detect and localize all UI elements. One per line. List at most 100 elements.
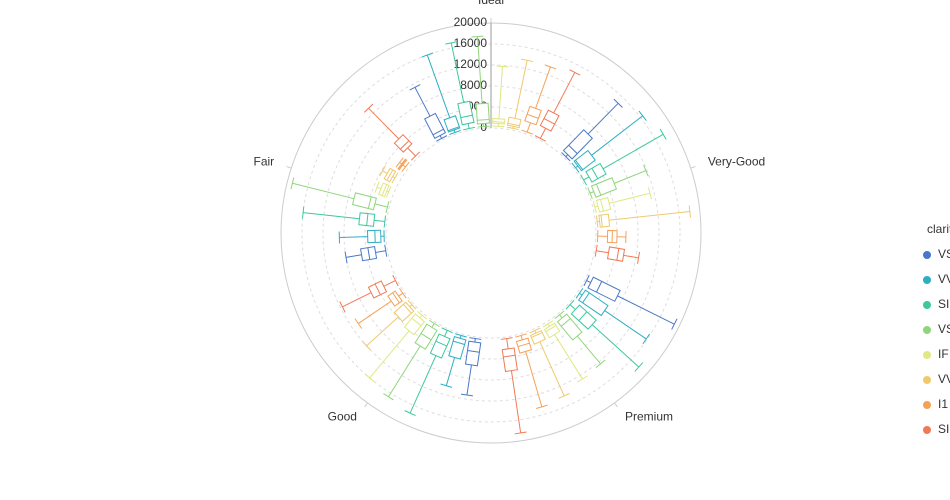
median (432, 128, 444, 136)
whisker-cap (410, 151, 421, 161)
whisker-cap (637, 251, 641, 264)
whisker-cap (565, 299, 575, 310)
whisker (474, 338, 476, 343)
whisker-cap (301, 206, 305, 219)
box-body (524, 105, 542, 126)
whisker-cap (374, 181, 380, 193)
whisker-cap (534, 135, 546, 142)
angle-tick (286, 166, 292, 169)
whisker (596, 250, 609, 254)
whisker-cap (364, 373, 375, 383)
whisker (467, 123, 470, 129)
angle-label: Good (328, 410, 357, 424)
box (440, 333, 467, 388)
whisker-cap (634, 362, 644, 372)
box (445, 41, 476, 131)
median (582, 292, 590, 304)
whisker (559, 314, 563, 319)
whisker-cap (407, 299, 417, 310)
median (526, 113, 539, 119)
whisker (376, 186, 382, 190)
box (363, 103, 421, 161)
median (366, 213, 369, 226)
whisker (591, 115, 643, 156)
legend-marker (923, 426, 931, 434)
whisker (569, 304, 576, 310)
whisker (604, 310, 647, 340)
whisker-cap (496, 65, 509, 68)
whisker-cap (595, 359, 606, 369)
whisker-cap (385, 201, 390, 213)
box (565, 299, 644, 372)
median (374, 283, 381, 295)
whisker (476, 36, 483, 104)
box (580, 128, 667, 186)
whisker (339, 236, 368, 238)
whisker-cap (404, 410, 416, 416)
whisker (358, 300, 392, 324)
angle-label: Premium (625, 410, 673, 424)
whisker-cap (587, 187, 593, 199)
box-body (424, 112, 447, 139)
whisker-cap (385, 186, 392, 198)
box (338, 229, 385, 244)
box (506, 58, 534, 131)
box (460, 337, 482, 397)
whisker-cap (441, 327, 453, 334)
box (542, 320, 588, 383)
median (560, 318, 571, 327)
whisker (466, 364, 472, 396)
whisker (553, 72, 576, 114)
whisker (419, 314, 423, 319)
whisker-cap (344, 251, 348, 264)
whisker (623, 254, 639, 259)
whisker (554, 334, 583, 380)
whisker-cap (469, 337, 482, 340)
whisker (431, 323, 435, 328)
box (500, 337, 527, 435)
legend-label: SI1 (938, 297, 950, 311)
median (517, 342, 530, 348)
whisker (382, 170, 388, 174)
whisker-cap (398, 287, 407, 299)
box (471, 35, 490, 128)
grid-circle (322, 64, 660, 402)
box (575, 288, 651, 345)
whisker (586, 280, 591, 284)
whisker-cap (529, 327, 541, 334)
whisker (366, 316, 399, 347)
whisker (374, 219, 385, 222)
median (420, 333, 432, 341)
whisker-cap (558, 392, 570, 399)
whisker-cap (542, 320, 554, 328)
whisker-cap (471, 35, 484, 38)
r-tick-label: 12000 (454, 57, 488, 71)
box (404, 327, 453, 416)
r-tick-label: 20000 (454, 15, 488, 29)
whisker-cap (535, 404, 548, 409)
median (543, 118, 555, 125)
box-body (606, 246, 626, 262)
whisker (375, 250, 386, 253)
whisker (608, 210, 690, 221)
box (554, 310, 606, 369)
whisker-cap (642, 333, 651, 345)
whisker-cap (594, 244, 598, 257)
whisker-cap (521, 129, 533, 135)
median (616, 248, 620, 261)
median (545, 325, 557, 333)
whisker (409, 355, 437, 414)
legend-label: VS1 (938, 322, 950, 336)
whisker (579, 292, 583, 296)
whisker-cap (561, 152, 571, 162)
whisker-cap (384, 244, 388, 257)
box (379, 165, 399, 184)
whisker-cap (428, 319, 440, 328)
median (399, 140, 410, 150)
whisker (402, 164, 406, 168)
whisker-cap (595, 215, 599, 228)
whisker-cap (688, 205, 692, 218)
box-body (587, 276, 621, 302)
whisker-cap (477, 125, 490, 128)
whisker (514, 60, 528, 119)
